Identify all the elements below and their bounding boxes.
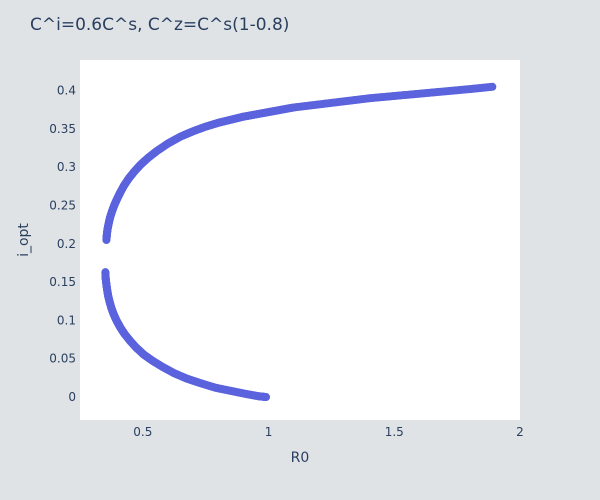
y-axis-ticks: 0 0.05 0.1 0.15 0.2 0.25 0.3 0.35 0.4 — [49, 84, 76, 404]
data-point — [262, 393, 271, 402]
chart-title: C^i=0.6C^s, C^z=C^s(1-0.8) — [30, 15, 289, 35]
series-1 — [102, 82, 497, 244]
y-tick-label: 0.3 — [57, 160, 76, 174]
data-point — [488, 82, 497, 91]
y-tick-label: 0.25 — [49, 199, 76, 213]
x-tick-label: 0.5 — [133, 425, 152, 439]
x-tick-label: 1.5 — [385, 425, 404, 439]
y-axis-title: i_opt — [16, 223, 32, 257]
y-tick-label: 0.05 — [49, 352, 76, 366]
x-tick-label: 2 — [516, 425, 524, 439]
y-tick-label: 0.4 — [57, 84, 76, 98]
scatter-points — [101, 82, 497, 402]
x-tick-label: 1 — [265, 425, 273, 439]
y-tick-label: 0.15 — [49, 275, 76, 289]
y-tick-label: 0.35 — [49, 122, 76, 136]
y-tick-label: 0.2 — [57, 237, 76, 251]
y-tick-label: 0.1 — [57, 313, 76, 327]
y-tick-label: 0 — [68, 390, 76, 404]
series-2 — [101, 268, 271, 402]
x-axis-title: R0 — [291, 450, 310, 466]
plot-area — [80, 60, 520, 420]
x-axis-ticks: 0.5 1 1.5 2 — [133, 425, 524, 439]
